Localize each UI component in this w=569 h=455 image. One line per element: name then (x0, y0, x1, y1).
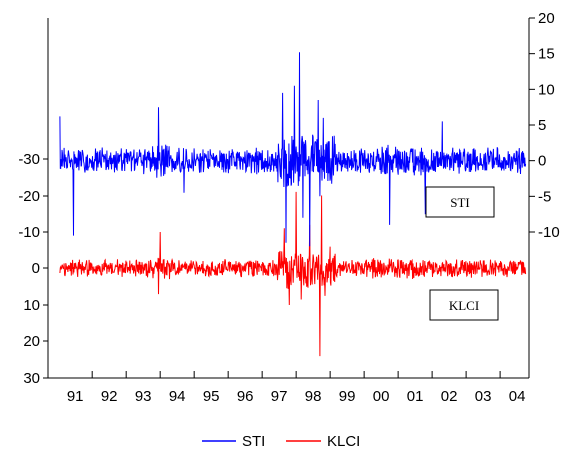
x-tick-label: 97 (271, 388, 288, 405)
left-tick-label: 10 (23, 297, 40, 314)
legend-sti-label: STI (242, 433, 265, 450)
right-tick-label: -10 (538, 224, 560, 241)
x-tick-label: 95 (203, 388, 220, 405)
x-tick-label: 02 (441, 388, 458, 405)
sti-annotation-text: STI (450, 195, 470, 210)
left-tick-label: -10 (18, 224, 40, 241)
legend: STI KLCI (202, 433, 360, 450)
left-tick-label: 0 (32, 260, 40, 277)
sti-series (59, 52, 527, 247)
left-tick-label: -30 (18, 151, 40, 168)
klci-annotation-box (429, 289, 499, 321)
x-tick-label: 01 (407, 388, 424, 405)
right-tick-label: 0 (538, 153, 546, 170)
right-tick-label: 5 (538, 117, 546, 134)
klci-annotation-text: KLCI (449, 298, 479, 313)
left-tick-label: 30 (23, 370, 40, 387)
x-tick-label: 00 (373, 388, 390, 405)
left-tick-label: -20 (18, 188, 40, 205)
right-tick-label: -5 (538, 188, 551, 205)
x-tick-label: 99 (339, 388, 356, 405)
legend-klci-label: KLCI (327, 433, 360, 450)
right-tick-label: 20 (538, 10, 555, 27)
x-tick-label: 91 (67, 388, 84, 405)
left-tick-label: 20 (23, 333, 40, 350)
klci-series (59, 191, 527, 357)
right-tick-label: 15 (538, 46, 555, 63)
x-axis-ticks: 91 92 93 94 95 96 97 98 99 00 01 02 03 04 (67, 371, 526, 405)
x-tick-label: 92 (101, 388, 118, 405)
right-axis-ticks: 20 15 10 5 0 -5 -10 (529, 10, 560, 241)
x-tick-label: 93 (135, 388, 152, 405)
sti-line (59, 52, 527, 247)
x-tick-label: 04 (509, 388, 526, 405)
right-tick-label: 10 (538, 81, 555, 98)
klci-line (59, 191, 527, 357)
sti-annotation-box (425, 186, 495, 218)
x-tick-label: 03 (475, 388, 492, 405)
x-tick-label: 96 (237, 388, 254, 405)
left-axis-ticks: -30 -20 -10 0 10 20 30 (18, 151, 48, 387)
x-tick-label: 98 (305, 388, 322, 405)
x-tick-label: 94 (169, 388, 186, 405)
